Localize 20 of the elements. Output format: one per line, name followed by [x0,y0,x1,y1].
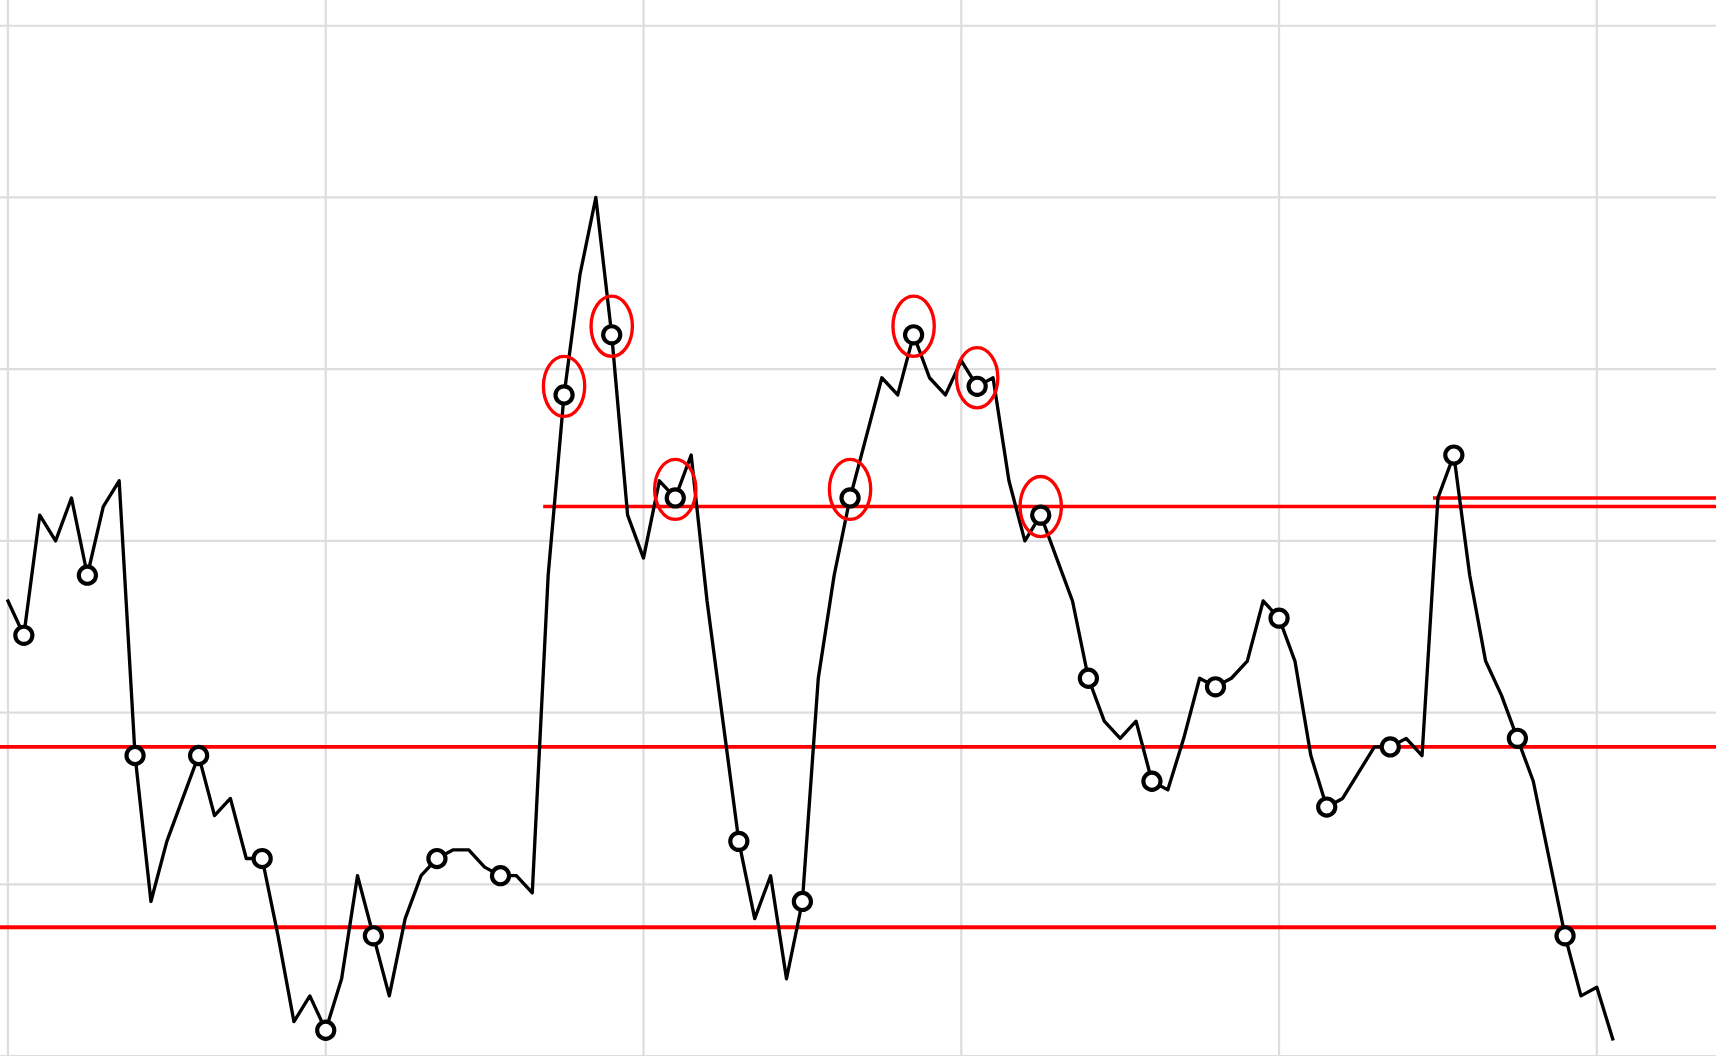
point [362,925,385,947]
point [1141,770,1163,792]
point [76,564,99,586]
point [728,830,750,853]
point [1443,444,1465,466]
point [1268,607,1290,629]
point [124,744,146,767]
point [1316,796,1338,818]
point [1379,736,1401,758]
point [1554,925,1576,947]
point [426,847,448,870]
point [187,744,210,767]
point [315,1019,337,1041]
point [1077,667,1100,689]
point [1204,676,1227,698]
point [13,624,35,646]
point [1506,727,1529,749]
point [489,865,512,887]
point [791,890,814,913]
point [251,847,273,870]
